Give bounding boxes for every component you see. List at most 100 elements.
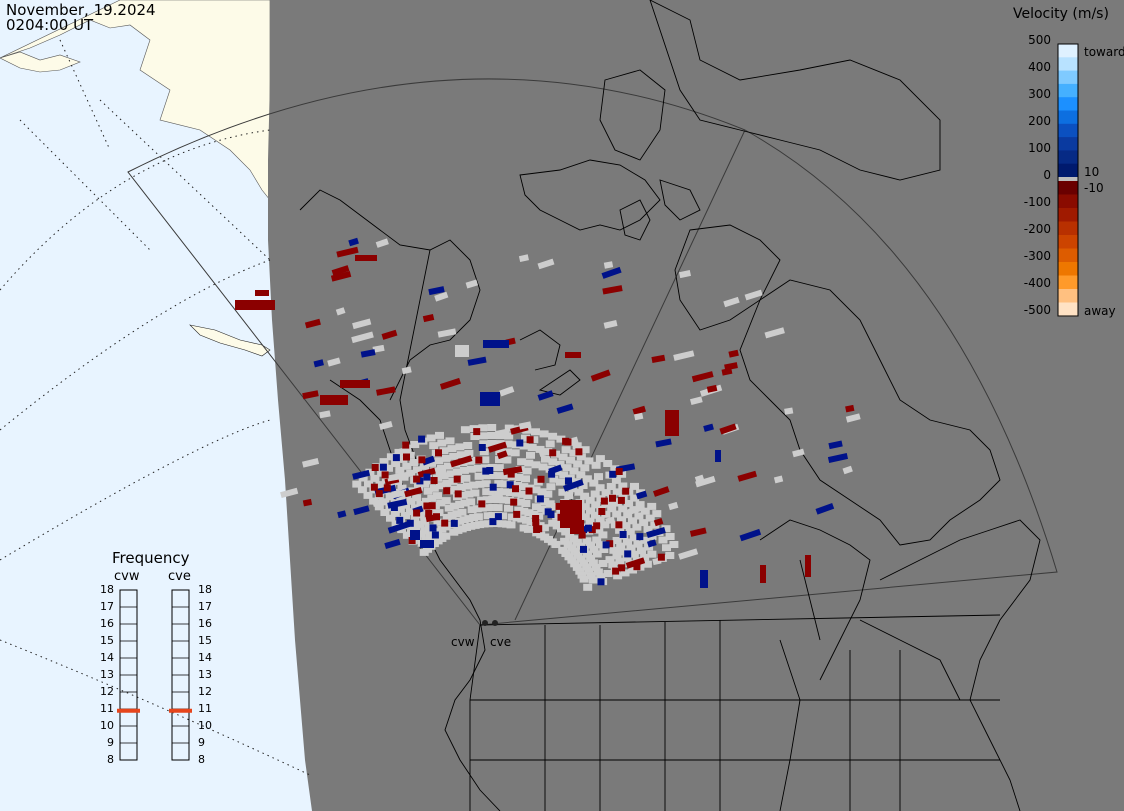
scatter-cell bbox=[584, 457, 594, 465]
scatter-cell bbox=[643, 525, 653, 533]
scatter-cell bbox=[613, 548, 625, 557]
freq-scale-label: 13 bbox=[198, 668, 212, 681]
scatter-cell bbox=[792, 448, 805, 458]
scatter-cell bbox=[603, 460, 613, 467]
scatter-cell bbox=[728, 349, 739, 358]
scatter-cell bbox=[516, 439, 524, 447]
scatter-cell bbox=[605, 556, 615, 564]
scatter-cell bbox=[456, 484, 466, 491]
freq-scale-label: 11 bbox=[100, 702, 114, 715]
scatter-cell bbox=[597, 578, 605, 586]
scatter-cell bbox=[695, 475, 716, 488]
scatter-cell bbox=[644, 543, 654, 551]
scatter-cell bbox=[619, 531, 627, 538]
scatter-cell bbox=[423, 487, 433, 495]
scatter-cell bbox=[815, 503, 835, 515]
freq-scale-label: 12 bbox=[198, 685, 212, 698]
scatter-cell bbox=[595, 516, 605, 524]
scatter-cell bbox=[532, 515, 540, 522]
scatter-cell bbox=[760, 565, 766, 583]
colorbar-swatch bbox=[1058, 262, 1078, 277]
scatter-cell bbox=[558, 453, 568, 461]
scatter-cell bbox=[610, 521, 620, 529]
scatter-cell bbox=[521, 434, 530, 442]
scatter-cell bbox=[455, 501, 465, 508]
scatter-cell bbox=[580, 513, 590, 521]
scatter-cell bbox=[598, 531, 608, 539]
scatter-cell bbox=[372, 344, 385, 353]
scatter-cell bbox=[483, 504, 493, 512]
scatter-cell bbox=[441, 532, 451, 540]
scatter-cell bbox=[514, 506, 524, 514]
scatter-cell bbox=[764, 327, 785, 339]
scatter-cell bbox=[569, 449, 579, 457]
scatter-cell bbox=[543, 490, 553, 498]
radar-name-cve: cve bbox=[168, 569, 191, 584]
scatter-cell bbox=[429, 442, 439, 450]
scatter-cell bbox=[459, 516, 469, 524]
scatter-cell bbox=[532, 519, 540, 527]
scatter-cell bbox=[645, 514, 655, 522]
freq-scale-label: 17 bbox=[100, 600, 114, 613]
colorbar-swatch bbox=[1058, 248, 1078, 263]
scatter-cell bbox=[828, 440, 843, 450]
scatter-cell bbox=[405, 451, 415, 459]
scatter-cell bbox=[481, 480, 491, 488]
scatter-cell bbox=[662, 544, 671, 552]
scatter-cell bbox=[379, 420, 393, 430]
scatter-cell bbox=[412, 494, 422, 502]
scatter-cell bbox=[469, 481, 479, 489]
scatter-cell bbox=[609, 470, 617, 478]
scatter-cell bbox=[404, 487, 423, 498]
scatter-cell bbox=[467, 356, 487, 366]
scatter-cell bbox=[703, 423, 714, 432]
scatter-cell bbox=[370, 474, 380, 482]
colorbar-tick-label: -200 bbox=[1023, 222, 1051, 236]
scatter-cell bbox=[494, 480, 504, 488]
scatter-cell bbox=[653, 486, 670, 497]
scatter-cell bbox=[620, 569, 630, 577]
freq-scale-label: 11 bbox=[198, 702, 212, 715]
scatter-cell bbox=[601, 489, 611, 497]
scatter-cell bbox=[524, 509, 534, 517]
radar-name-cvw: cvw bbox=[114, 569, 140, 584]
scatter-cell bbox=[392, 454, 400, 462]
scatter-cell bbox=[437, 439, 447, 447]
scatter-cell bbox=[402, 462, 412, 470]
colorbar-swatch bbox=[1058, 57, 1078, 72]
scatter-cell bbox=[580, 492, 590, 500]
scatter-cell bbox=[396, 516, 404, 524]
scatter-cell bbox=[632, 405, 647, 416]
colorbar-tick-label: -10 bbox=[1084, 181, 1104, 195]
scatter-cell bbox=[652, 510, 662, 518]
scatter-cell bbox=[495, 456, 504, 464]
scatter-cell bbox=[549, 449, 557, 457]
scatter-cell bbox=[673, 350, 695, 361]
scatter-cell bbox=[585, 496, 595, 504]
scatter-cell bbox=[615, 521, 623, 529]
scatter-cell bbox=[618, 482, 628, 490]
scatter-cell bbox=[511, 489, 521, 497]
scatter-cell bbox=[494, 513, 502, 521]
scatter-cell bbox=[504, 432, 514, 440]
scatter-cell bbox=[425, 509, 433, 517]
scatter-cell bbox=[591, 511, 600, 519]
freq-scale-label: 17 bbox=[198, 600, 212, 613]
scatter-cell bbox=[423, 502, 431, 510]
scatter-cell bbox=[496, 450, 508, 460]
scatter-cell bbox=[460, 426, 470, 434]
scatter-cell bbox=[634, 412, 644, 421]
scatter-cell bbox=[547, 511, 555, 518]
scatter-cell bbox=[633, 540, 643, 548]
scatter-cell bbox=[453, 468, 462, 476]
scatter-cell bbox=[504, 424, 514, 432]
scatter-cell bbox=[527, 444, 537, 451]
scatter-cell bbox=[595, 541, 605, 549]
scatter-cell bbox=[532, 503, 541, 511]
scatter-cell bbox=[601, 266, 622, 279]
scatter-cell bbox=[538, 447, 551, 457]
scatter-cell bbox=[721, 367, 733, 376]
scatter-cell bbox=[386, 514, 395, 522]
scatter-cell bbox=[546, 483, 556, 491]
scatter-cell bbox=[561, 446, 571, 454]
